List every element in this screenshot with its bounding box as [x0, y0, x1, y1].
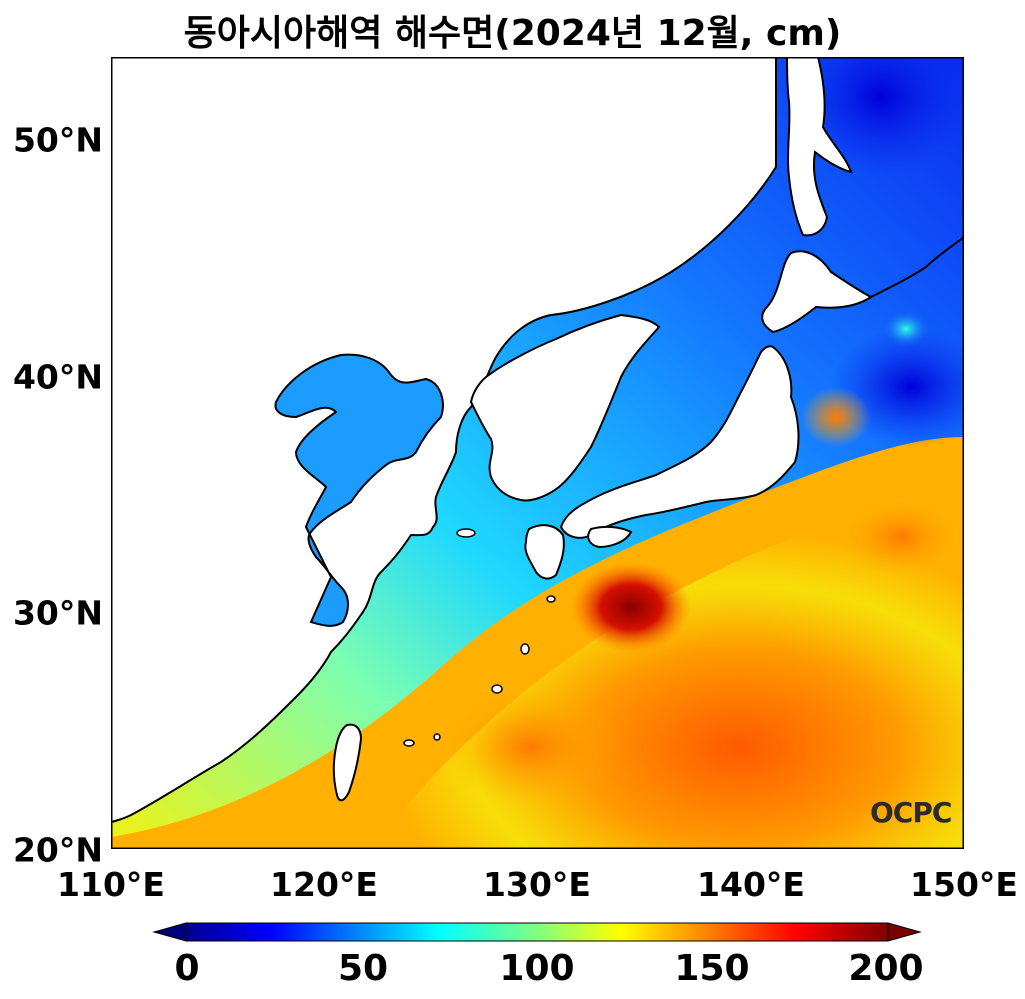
lat-label-20n: 20°N	[12, 830, 103, 870]
sakhalin	[786, 57, 853, 237]
colorbar-label-150: 150	[674, 948, 750, 989]
taiwan	[332, 723, 363, 802]
lon-label-130e: 130°E	[483, 865, 591, 904]
colorbar-label-50: 50	[337, 948, 389, 989]
honshu	[559, 345, 800, 539]
colorbar-label-0: 0	[174, 948, 200, 989]
warm-eddy-east	[801, 387, 871, 447]
cyan-eddy	[884, 311, 928, 347]
lat-label-40n: 40°N	[12, 357, 103, 397]
mainland-asia	[111, 57, 777, 824]
colorbar-max-arrow	[887, 922, 922, 942]
bohai-yellow-sea	[274, 353, 444, 627]
korean-peninsula	[469, 313, 661, 502]
colorbar-label-200: 200	[848, 948, 924, 989]
ocpc-logo: OCPC	[870, 796, 952, 829]
warm-patch-south	[441, 687, 621, 807]
map-canvas	[111, 57, 964, 849]
sea-level-map	[111, 57, 964, 849]
lon-label-110e: 110°E	[57, 865, 165, 904]
kuril-islands	[870, 236, 964, 298]
hokkaido	[761, 250, 873, 334]
shikoku	[587, 525, 633, 549]
map-border	[111, 57, 964, 849]
map-title: 동아시아해역 해수면(2024년 12월, cm)	[183, 13, 842, 54]
colorbar-ramp	[185, 922, 889, 942]
lat-label-30n: 30°N	[12, 593, 103, 633]
warm-patch-east	[841, 497, 961, 577]
lon-label-120e: 120°E	[270, 865, 378, 904]
lon-label-140e: 140°E	[697, 865, 805, 904]
jeju-island	[456, 528, 476, 538]
warm-eddy-max	[571, 562, 691, 652]
kyushu	[524, 524, 565, 580]
colorbar-min-arrow	[152, 922, 187, 942]
lon-label-150e: 150°E	[910, 865, 1018, 904]
lat-label-50n: 50°N	[12, 120, 103, 160]
colorbar-label-100: 100	[499, 948, 575, 989]
ryukyu-islands	[403, 595, 556, 747]
colorbar	[152, 922, 922, 942]
